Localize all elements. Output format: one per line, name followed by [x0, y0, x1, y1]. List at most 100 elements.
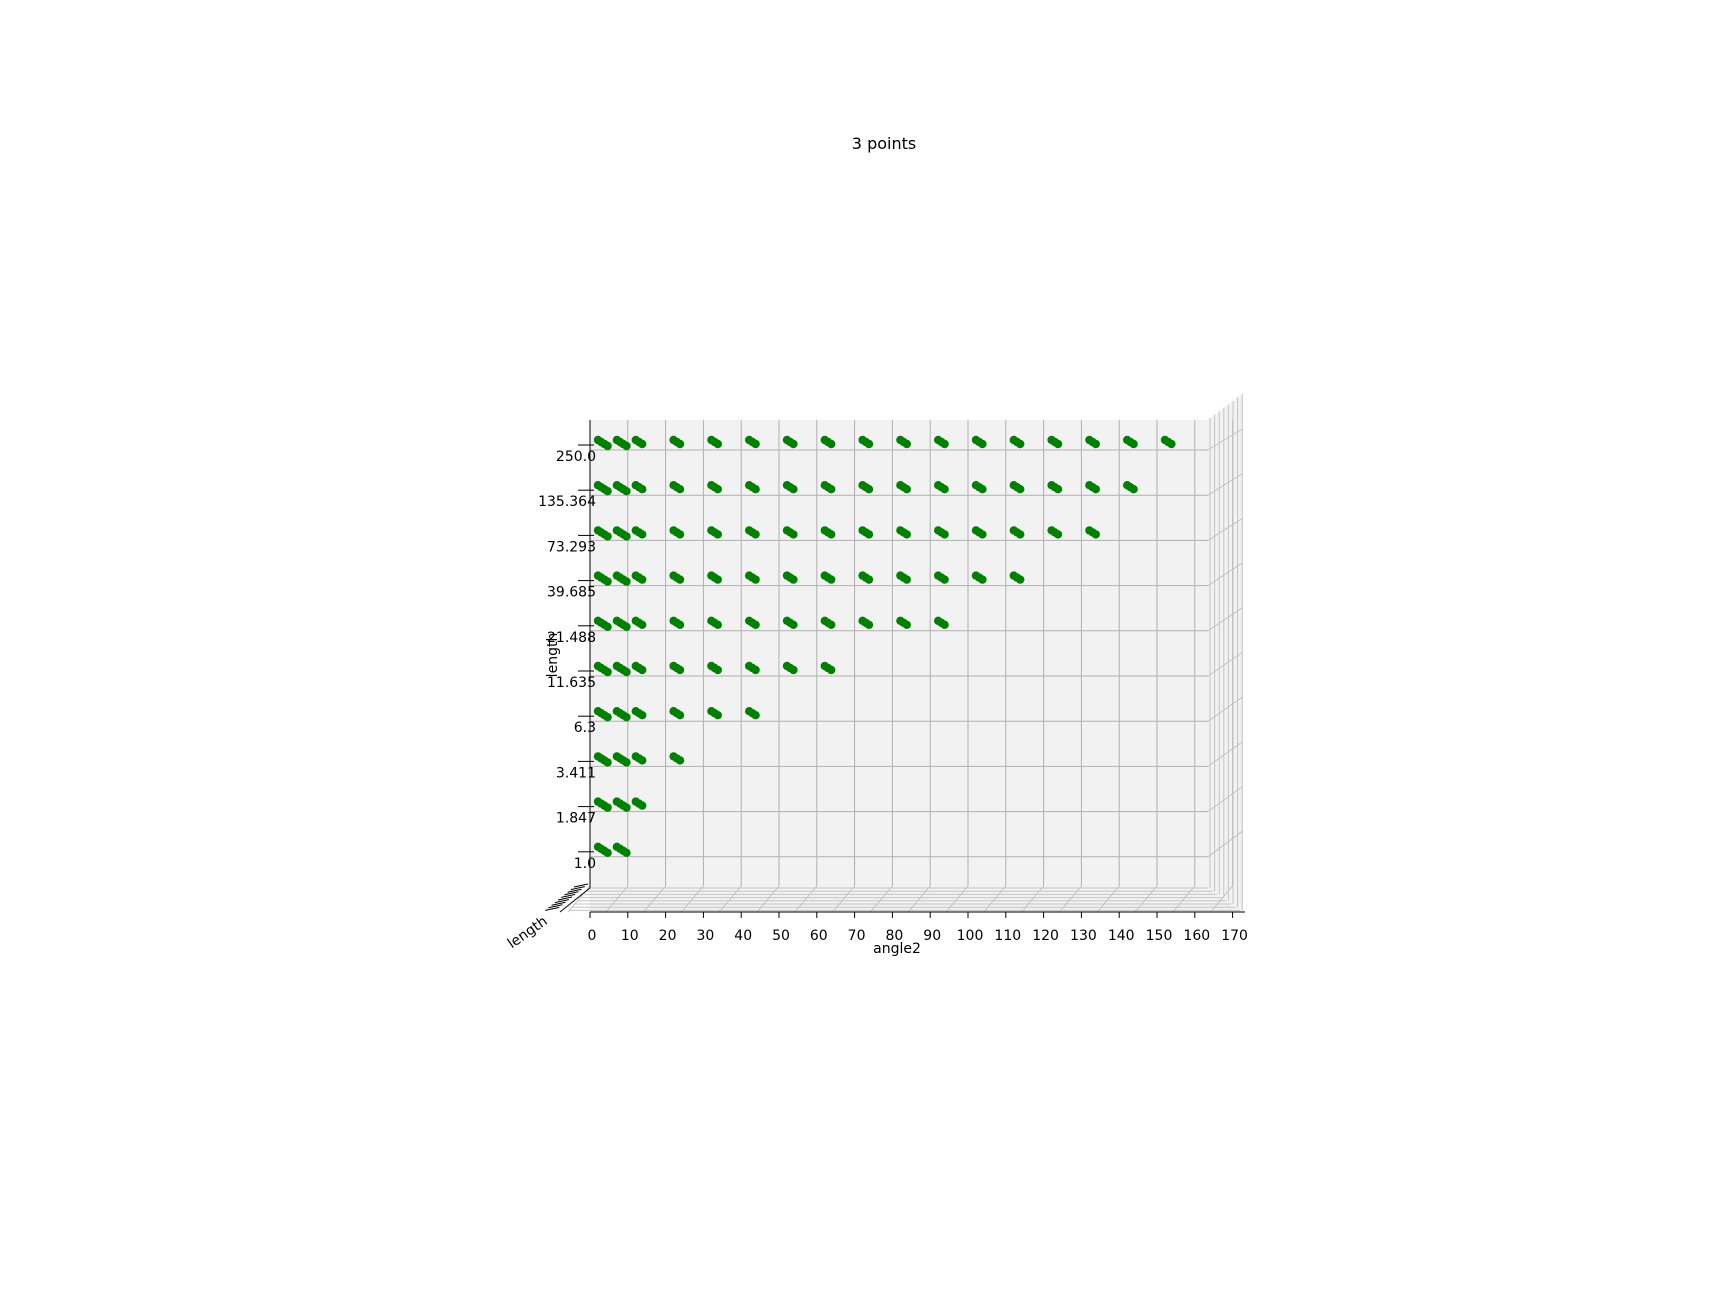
- data-point-marker: [622, 622, 631, 631]
- data-point: [858, 435, 874, 449]
- x-tick-label: 80: [885, 928, 903, 944]
- data-point-marker: [638, 439, 647, 449]
- x-axis-label: angle2: [873, 941, 921, 957]
- data-point-marker: [902, 439, 911, 449]
- data-point-marker: [751, 484, 760, 494]
- y-tick-label: 135.364: [538, 494, 596, 510]
- data-point-marker: [940, 484, 949, 494]
- data-point-marker: [940, 439, 949, 449]
- data-point-marker: [1167, 439, 1176, 449]
- data-point: [593, 842, 612, 857]
- data-point-marker: [940, 575, 949, 584]
- axes: [559, 420, 1245, 913]
- data-point: [1047, 526, 1063, 539]
- data-point-marker: [675, 620, 685, 629]
- data-point-marker: [1129, 439, 1138, 449]
- data-point: [820, 526, 836, 539]
- data-point: [934, 526, 949, 539]
- data-point: [669, 752, 685, 765]
- data-point: [612, 571, 631, 586]
- data-point: [858, 571, 874, 584]
- data-point-marker: [789, 484, 798, 494]
- x-tick-label: 100: [957, 928, 984, 944]
- data-point-marker: [1053, 530, 1063, 539]
- data-point: [745, 661, 760, 675]
- data-point: [612, 752, 631, 767]
- data-point: [669, 616, 685, 629]
- z-tick-mark: [561, 893, 576, 898]
- data-point-marker: [1091, 530, 1101, 539]
- y-tick-label: 21.488: [547, 630, 596, 646]
- data-point-marker: [638, 575, 647, 584]
- data-point: [971, 526, 987, 539]
- data-point-marker: [789, 620, 798, 629]
- y-tick-label: 3.411: [556, 765, 596, 781]
- data-point: [612, 435, 631, 451]
- data-point-marker: [978, 530, 987, 539]
- data-point: [593, 706, 612, 722]
- x-tick-label: 40: [734, 928, 752, 944]
- data-point-marker: [864, 575, 874, 584]
- data-point: [1009, 435, 1025, 449]
- data-point: [631, 797, 647, 810]
- data-point-marker: [978, 575, 987, 584]
- data-point-marker: [622, 758, 631, 767]
- data-point: [631, 480, 647, 494]
- back-pane: [590, 393, 1243, 912]
- data-point: [745, 571, 760, 584]
- data-point-marker: [827, 484, 836, 494]
- z-axis-line: [559, 887, 591, 913]
- x-tick-label: 160: [1183, 928, 1210, 944]
- x-tick-label: 50: [772, 928, 790, 944]
- z-tick-mark: [554, 899, 569, 904]
- data-point: [782, 480, 798, 494]
- data-point-marker: [789, 665, 798, 675]
- data-point: [820, 435, 836, 449]
- y-tick-label: 250.0: [556, 449, 596, 465]
- data-point: [745, 480, 760, 494]
- data-point: [971, 435, 987, 449]
- data-point-marker: [789, 530, 798, 539]
- data-point-marker: [603, 577, 612, 586]
- chart-title: 3 points: [852, 134, 916, 153]
- data-point: [612, 526, 631, 541]
- data-point-marker: [622, 712, 631, 722]
- data-point: [631, 435, 647, 449]
- data-point-marker: [638, 756, 647, 765]
- data-point-marker: [751, 665, 760, 675]
- data-point: [593, 526, 612, 541]
- data-point-marker: [603, 712, 612, 722]
- right-pane-face: [1208, 393, 1243, 912]
- y-tick-label: 1.0: [574, 856, 596, 872]
- y-tick-label: 6.3: [574, 720, 596, 736]
- data-point: [707, 526, 722, 539]
- y-tick-labels: 1.0 1.847 3.411 6.3 11.635 21.488 39.685 73.293…: [538, 444, 596, 872]
- x-tick-label: 150: [1146, 928, 1173, 944]
- data-point-marker: [827, 575, 836, 584]
- data-point-marker: [713, 575, 722, 584]
- y-tick-label: 1.847: [556, 811, 596, 827]
- z-tick-mark: [551, 901, 566, 906]
- data-point-marker: [713, 710, 722, 720]
- data-point-marker: [1016, 575, 1025, 584]
- x-tick-label: 70: [848, 928, 866, 944]
- data-point-marker: [603, 848, 612, 857]
- z-axis-ticks: [545, 883, 589, 911]
- data-point: [745, 526, 760, 539]
- data-point: [612, 616, 631, 631]
- data-point: [858, 616, 874, 629]
- data-point: [896, 616, 911, 629]
- data-point: [1085, 526, 1101, 539]
- data-point: [593, 435, 612, 451]
- data-point: [1085, 480, 1101, 494]
- data-point-marker: [864, 439, 874, 449]
- x-tick-label: 60: [810, 928, 828, 944]
- data-point: [858, 480, 874, 494]
- data-point-marker: [789, 439, 798, 449]
- data-point: [669, 706, 685, 720]
- data-point-marker: [751, 710, 760, 720]
- data-point: [707, 435, 722, 449]
- data-point-marker: [622, 532, 631, 541]
- data-point: [858, 526, 874, 539]
